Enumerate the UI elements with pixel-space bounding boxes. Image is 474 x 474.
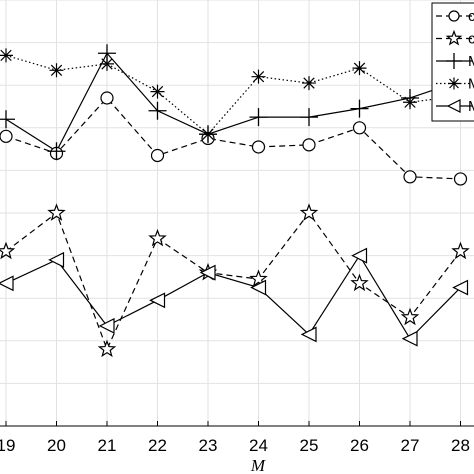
data-point-series-5 bbox=[452, 279, 469, 296]
data-point-series-5 bbox=[48, 251, 65, 268]
series-line-5 bbox=[5, 254, 461, 340]
data-point-series-1 bbox=[100, 91, 114, 105]
data-point-series-1 bbox=[453, 172, 468, 186]
data-point-series-4 bbox=[251, 69, 266, 84]
data-point-series-3 bbox=[350, 99, 369, 118]
data-point-series-1 bbox=[251, 140, 266, 154]
data-point-series-2 bbox=[350, 273, 369, 292]
data-point-series-1 bbox=[403, 170, 417, 184]
x-tick-label: 24 bbox=[249, 436, 268, 455]
legend-marker-5 bbox=[446, 99, 461, 113]
series-line-1 bbox=[5, 97, 461, 180]
data-point-series-2 bbox=[400, 307, 420, 326]
legend-marker-2 bbox=[445, 29, 463, 46]
legend-label-4: M bbox=[468, 76, 474, 93]
data-point-series-2 bbox=[299, 203, 319, 221]
data-point-series-4 bbox=[302, 76, 316, 91]
data-point-series-1 bbox=[352, 121, 367, 135]
series-lines bbox=[5, 52, 461, 351]
data-point-series-4 bbox=[403, 95, 417, 110]
data-point-series-3 bbox=[148, 101, 167, 120]
x-tick-label: 28 bbox=[451, 436, 470, 455]
data-point-series-5 bbox=[199, 264, 216, 281]
data-point-series-5 bbox=[149, 292, 166, 309]
series-line-2 bbox=[5, 211, 461, 351]
data-point-series-1 bbox=[302, 138, 316, 152]
data-point-series-5 bbox=[300, 326, 317, 343]
x-tick-label: 19 bbox=[0, 436, 15, 455]
legend-marker-3 bbox=[446, 53, 462, 69]
data-point-series-5 bbox=[351, 247, 368, 264]
data-point-series-5 bbox=[401, 330, 418, 347]
x-tick-label: 23 bbox=[199, 436, 218, 455]
series-markers bbox=[0, 44, 470, 358]
x-tick-label: 22 bbox=[148, 436, 167, 455]
x-axis-label: M bbox=[250, 456, 266, 474]
data-point-series-1 bbox=[150, 148, 165, 163]
legend-label-1: c bbox=[468, 8, 474, 25]
x-axis-ticks: 19 20 21 22 23 24 25 26 27 28 bbox=[0, 421, 470, 455]
data-point-series-3 bbox=[300, 108, 318, 127]
legend-label-2: c bbox=[468, 31, 474, 48]
data-point-series-5 bbox=[0, 275, 14, 292]
x-tick-label: 26 bbox=[350, 436, 369, 455]
data-point-series-4 bbox=[201, 127, 215, 142]
data-point-series-4 bbox=[100, 56, 114, 71]
data-point-series-2 bbox=[148, 228, 167, 247]
x-tick-label: 21 bbox=[98, 436, 117, 455]
x-tick-label: 20 bbox=[47, 436, 66, 455]
legend-label-5: M bbox=[468, 98, 474, 115]
data-point-series-2 bbox=[249, 269, 268, 287]
legend: ccMMM bbox=[431, 2, 474, 122]
legend-marker-1 bbox=[448, 10, 460, 22]
data-point-series-4 bbox=[49, 63, 64, 78]
data-point-series-4 bbox=[352, 61, 367, 76]
data-point-series-3 bbox=[47, 142, 66, 161]
data-point-series-1 bbox=[0, 129, 13, 143]
series-line-3 bbox=[5, 52, 461, 153]
legend-label-3: M bbox=[468, 53, 474, 70]
data-point-series-2 bbox=[0, 241, 16, 260]
data-point-series-5 bbox=[250, 279, 267, 296]
data-point-series-5 bbox=[98, 317, 115, 334]
series-line-4 bbox=[5, 54, 461, 136]
x-tick-label: 27 bbox=[401, 436, 420, 455]
legend-marker-4 bbox=[448, 77, 460, 90]
data-point-series-3 bbox=[249, 108, 268, 127]
data-point-series-3 bbox=[0, 110, 15, 129]
legend-box bbox=[431, 2, 474, 122]
data-point-series-4 bbox=[0, 48, 13, 63]
data-point-series-2 bbox=[97, 339, 117, 358]
data-point-series-2 bbox=[47, 203, 66, 221]
x-tick-label: 25 bbox=[300, 436, 319, 455]
data-point-series-4 bbox=[150, 84, 165, 99]
data-point-series-2 bbox=[451, 241, 470, 260]
